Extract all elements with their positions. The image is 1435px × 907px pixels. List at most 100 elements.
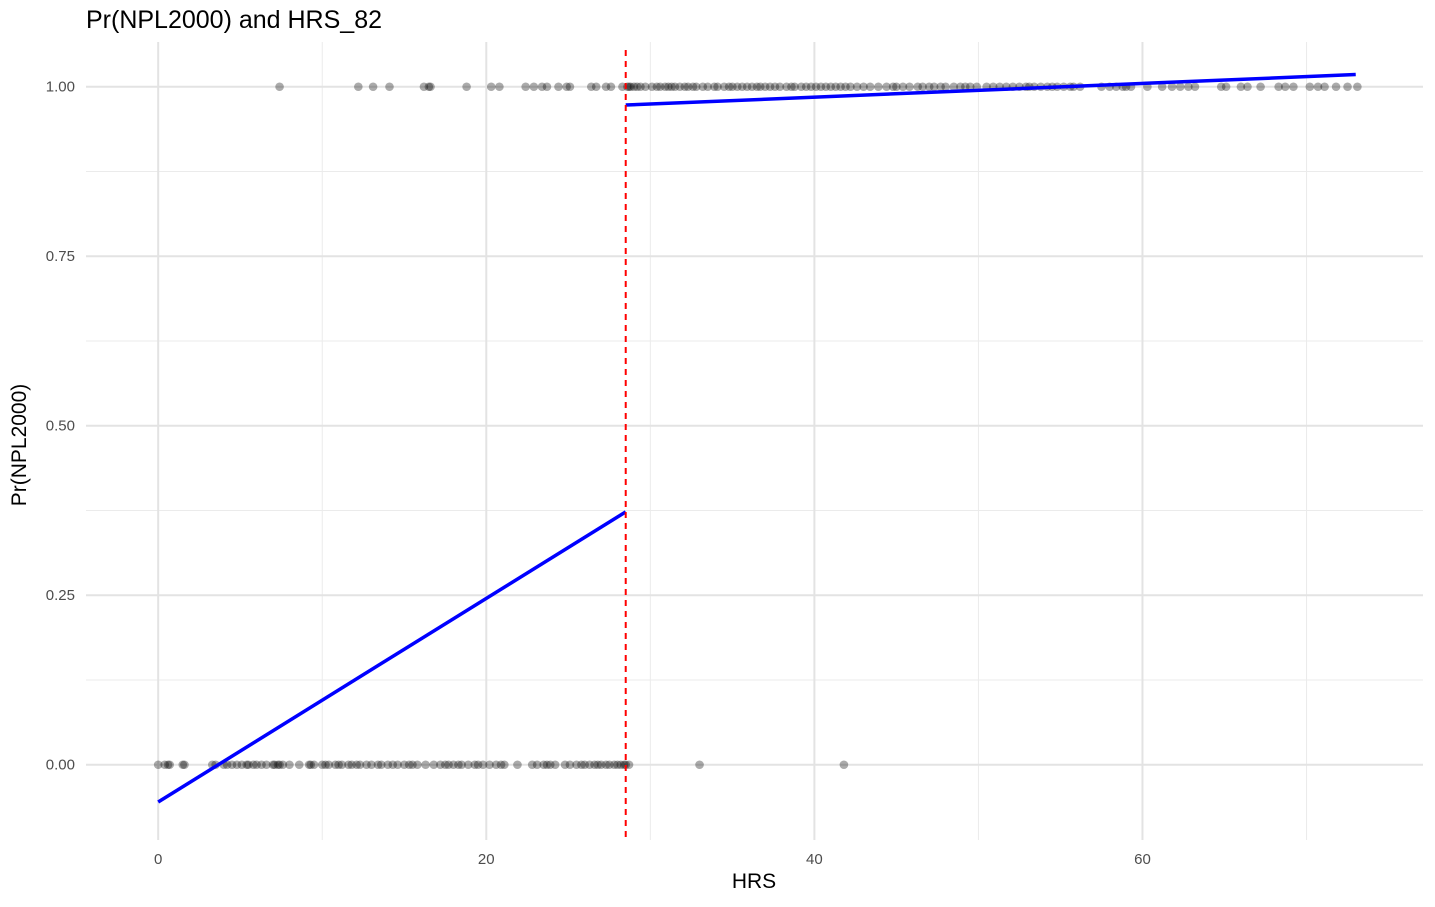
data-point bbox=[655, 82, 665, 92]
x-tick-labels: 0 20 40 60 bbox=[154, 851, 1151, 868]
data-point bbox=[486, 82, 496, 92]
data-point bbox=[419, 82, 429, 92]
data-point bbox=[831, 82, 841, 92]
data-point bbox=[961, 82, 970, 92]
data-point bbox=[496, 760, 506, 770]
data-point bbox=[529, 82, 539, 92]
data-point bbox=[376, 760, 386, 770]
data-point bbox=[572, 760, 581, 770]
data-point bbox=[846, 82, 855, 92]
data-point bbox=[1157, 82, 1167, 92]
data-point bbox=[732, 82, 742, 92]
data-point bbox=[629, 82, 639, 92]
data-point bbox=[752, 82, 762, 92]
data-point bbox=[616, 760, 626, 770]
data-point bbox=[918, 82, 927, 92]
data-point bbox=[710, 82, 719, 92]
y-tick-label: 0.25 bbox=[46, 587, 75, 604]
x-tick-label: 60 bbox=[1134, 851, 1151, 868]
data-point bbox=[352, 760, 361, 770]
data-point bbox=[309, 760, 319, 770]
major-gridlines bbox=[86, 42, 1423, 840]
data-point bbox=[852, 82, 862, 92]
data-point bbox=[542, 760, 552, 770]
data-point bbox=[362, 760, 371, 770]
data-point bbox=[929, 82, 939, 92]
data-point bbox=[898, 82, 908, 92]
data-point bbox=[244, 760, 253, 770]
data-point bbox=[680, 82, 690, 92]
data-point bbox=[285, 760, 294, 770]
data-point bbox=[294, 760, 304, 770]
data-point bbox=[383, 760, 393, 770]
data-point bbox=[1280, 82, 1290, 92]
x-tick-label: 0 bbox=[154, 851, 162, 868]
data-point bbox=[242, 760, 252, 770]
data-point bbox=[426, 82, 435, 92]
data-point bbox=[728, 82, 737, 92]
data-point bbox=[462, 82, 471, 92]
data-point bbox=[521, 82, 530, 92]
data-point bbox=[1305, 82, 1315, 92]
x-tick-label: 20 bbox=[478, 851, 495, 868]
data-point bbox=[713, 82, 722, 92]
data-point bbox=[675, 82, 685, 92]
data-point bbox=[344, 760, 353, 770]
data-point bbox=[593, 760, 603, 770]
data-point bbox=[641, 82, 650, 92]
data-point bbox=[618, 82, 627, 92]
data-point bbox=[647, 82, 657, 92]
data-point bbox=[609, 760, 619, 770]
data-point bbox=[591, 82, 601, 92]
y-tick-label: 0.00 bbox=[46, 757, 75, 774]
data-point bbox=[936, 82, 945, 92]
data-point bbox=[760, 82, 770, 92]
data-point bbox=[811, 82, 821, 92]
data-point bbox=[550, 760, 560, 770]
data-point bbox=[770, 82, 780, 92]
data-point bbox=[413, 760, 422, 770]
data-point bbox=[331, 760, 340, 770]
data-point bbox=[165, 760, 174, 770]
data-point bbox=[163, 760, 173, 770]
data-point bbox=[532, 760, 542, 770]
x-tick-label: 40 bbox=[806, 851, 823, 868]
data-point bbox=[621, 760, 631, 770]
data-point bbox=[367, 760, 376, 770]
data-point bbox=[278, 760, 288, 770]
data-point bbox=[404, 760, 414, 770]
data-point bbox=[306, 760, 316, 770]
data-point bbox=[1313, 82, 1323, 92]
data-point bbox=[491, 760, 501, 770]
data-point bbox=[667, 82, 676, 92]
data-point bbox=[660, 82, 670, 92]
data-point bbox=[449, 760, 458, 770]
data-point bbox=[698, 82, 708, 92]
data-point bbox=[429, 760, 439, 770]
data-point bbox=[1343, 82, 1352, 92]
data-point bbox=[485, 760, 494, 770]
data-point bbox=[1320, 82, 1329, 92]
minor-gridlines bbox=[86, 42, 1423, 840]
data-points bbox=[153, 82, 1362, 770]
data-point bbox=[227, 760, 237, 770]
data-point bbox=[399, 760, 409, 770]
data-point bbox=[355, 760, 365, 770]
data-point bbox=[388, 760, 398, 770]
data-point bbox=[585, 760, 594, 770]
data-point bbox=[275, 760, 284, 770]
data-point bbox=[821, 82, 831, 92]
data-point bbox=[782, 82, 791, 92]
data-point bbox=[337, 760, 347, 770]
data-point bbox=[888, 82, 898, 92]
data-point bbox=[859, 82, 868, 92]
data-point bbox=[590, 760, 599, 770]
y-axis-label: Pr(NPL2000) bbox=[8, 383, 31, 507]
data-point bbox=[513, 760, 522, 770]
data-point bbox=[765, 82, 775, 92]
data-point bbox=[747, 82, 757, 92]
data-point bbox=[560, 760, 570, 770]
data-point bbox=[436, 760, 445, 770]
data-point bbox=[601, 760, 611, 770]
